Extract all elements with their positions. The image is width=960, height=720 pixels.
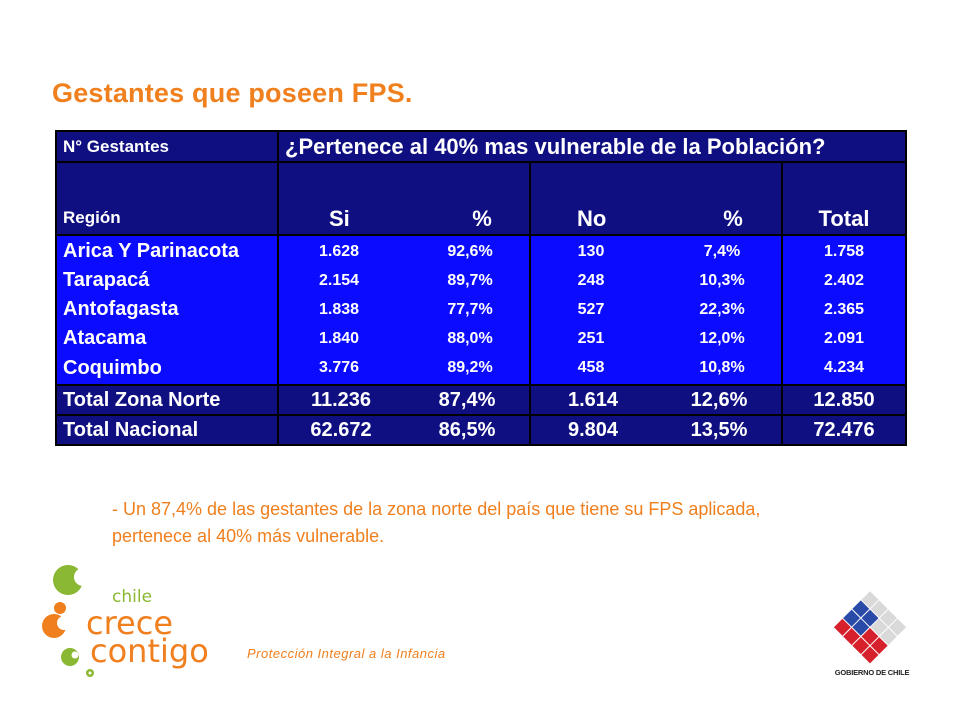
total-zona-norte-total: 12.850 (783, 386, 905, 414)
gobierno-de-chile-logo (833, 591, 907, 664)
row-si: 1.838 (318, 300, 360, 318)
total-nacional-si: 62.672 (310, 418, 372, 441)
total-nacional-si-pct: 86,5% (438, 418, 496, 441)
row-total: 2.365 (823, 300, 865, 318)
svg-text:chile: chile (112, 587, 152, 607)
row-si-pct: 92,6% (447, 242, 493, 260)
row-si-pct: 89,7% (447, 271, 493, 289)
row-si: 3.776 (318, 359, 360, 376)
row-si: 2.154 (318, 271, 360, 289)
total-nacional-total: 72.476 (783, 416, 905, 444)
row-no: 527 (577, 300, 605, 318)
total-row-bg (279, 386, 529, 414)
row-total: 4.234 (823, 359, 865, 376)
row-no: 458 (577, 359, 605, 376)
svg-text:contigo: contigo (90, 632, 209, 670)
gobierno-de-chile-label: GOBIERNO DE CHILE (834, 668, 910, 677)
svg-text:crece: crece (86, 604, 173, 642)
total-block (783, 236, 905, 384)
row-si-pct: 89,2% (447, 359, 493, 376)
row-region: Tarapacá (63, 269, 150, 291)
row-total: 2.402 (823, 271, 865, 289)
total-row-bg (531, 386, 781, 414)
col-header-si-pct: % (472, 206, 492, 231)
col-header-no: No (531, 163, 781, 234)
row-no-pct: 22,3% (699, 300, 745, 318)
total-zona-norte-si-pct: 87,4% (438, 388, 496, 411)
summary-note: - Un 87,4% de las gestantes de la zona n… (112, 499, 761, 546)
row-si: 1.628 (318, 242, 360, 260)
row-si-pct: 77,7% (447, 300, 493, 318)
total-row-bg (531, 416, 781, 444)
data-table: N° Gestantes ¿Pertenece al 40% mas vulne… (55, 130, 907, 446)
total-nacional-no: 9.804 (567, 418, 619, 441)
row-total: 2.091 (823, 329, 865, 347)
col-header-total: Total (783, 163, 905, 234)
col-header-si: Si (279, 163, 529, 234)
row-no: 130 (577, 242, 605, 260)
row-region: Antofagasta (63, 298, 179, 320)
row-region: Atacama (63, 327, 147, 349)
tagline: Protección Integral a la Infancia (247, 646, 446, 661)
row-region: Coquimbo (63, 356, 162, 379)
row-total: 1.758 (823, 242, 865, 260)
row-si: 1.840 (318, 329, 360, 347)
row-no-pct: 10,8% (699, 359, 745, 376)
row-no: 251 (577, 329, 605, 347)
row-no: 248 (577, 271, 605, 289)
row-no-pct: 12,0% (699, 329, 745, 347)
region-label: Región (57, 163, 277, 234)
row-no-pct: 7,4% (703, 242, 741, 260)
row-no-pct: 10,3% (699, 271, 745, 289)
chile-crece-contigo-logo: chile crece contigo (42, 565, 209, 677)
total-nacional-label: Total Nacional (57, 416, 277, 444)
region-block (57, 236, 277, 384)
total-nacional-no-pct: 13,5% (690, 418, 748, 441)
no-block (531, 236, 781, 384)
row-region: Arica Y Parinacota (63, 240, 240, 262)
total-zona-norte-no-pct: 12,6% (690, 388, 748, 411)
total-zona-norte-label: Total Zona Norte (57, 386, 277, 414)
slide-title: Gestantes que poseen FPS. (52, 78, 413, 108)
col-header-no-pct: % (723, 206, 743, 231)
total-zona-norte-no: 1.614 (567, 388, 619, 411)
row-si-pct: 88,0% (447, 329, 493, 347)
corner-label: N° Gestantes (57, 132, 277, 161)
si-block (279, 236, 529, 384)
total-zona-norte-si: 11.236 (310, 388, 372, 411)
total-row-bg (279, 416, 529, 444)
question-header: ¿Pertenece al 40% mas vulnerable de la P… (279, 132, 905, 161)
